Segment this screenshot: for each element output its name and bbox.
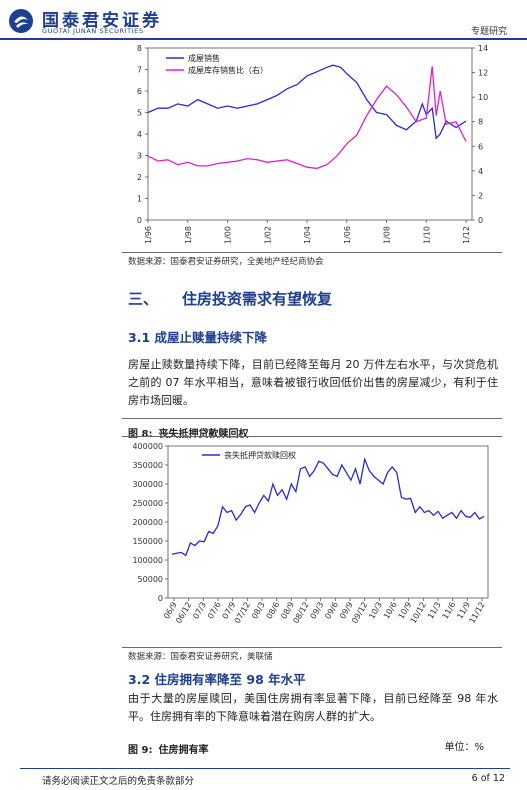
chart2-x-tick-label: 08/6 [265,601,282,621]
page-number: 6 of 12 [471,773,505,784]
chart1-right-tick-label: 8 [478,118,483,127]
footer-disclaimer: 请务必阅读正文之后的免责条款部分 [42,776,195,787]
chart1-x-tick-label: 1/00 [224,226,233,244]
section-3-1-heading: 3.1 成屋止赎量持续下降 [128,327,267,346]
chart1-left-tick-label: 8 [137,44,142,53]
section-3-1-number: 3.1 [128,330,151,345]
section-3-1-title: 成屋止赎量持续下降 [154,330,268,345]
chart1-left-tick-label: 0 [137,216,142,225]
chart1-legend-label: 成屋销售 [188,53,220,63]
chart1-left-tick-label: 7 [137,66,142,75]
chart1-left-tick-label: 5 [137,109,142,118]
chart1-source-note: 数据来源：国泰君安证券研究，全美地产经纪商协会 [128,257,324,267]
chart1-right-tick-label: 6 [478,142,483,151]
figure9-caption: 图 9: 住房拥有率 单位：% [128,738,498,757]
chart2-x-tick-label: 10/6 [382,601,399,621]
chart2-y-tick-label: 250000 [132,499,163,508]
figure8-caption: 图 8: 丧失抵押贷款赎回权 [128,422,248,441]
figure8-title: 丧失抵押贷款赎回权 [158,429,249,440]
chart2-y-tick-label: 0 [158,594,163,603]
chart1-right-tick-label: 0 [478,216,483,225]
footer-divider [20,768,510,769]
logo-chinese-name: 国泰君安证券 [42,11,162,31]
figure9-label: 图 9: [128,745,153,756]
section-3-heading: 三、 住房投资需求有望恢复 [128,288,332,309]
chart2-x-tick-label: 11/6 [441,601,458,621]
section-3-2-body: 由于大量的房屋赎回，美国住房拥有率显著下降，目前已经降至 98 年水平。住房拥有… [128,692,498,723]
chart2-y-tick-label: 100000 [132,556,163,565]
section-3-1-body: 房屋止赎数量持续下降，目前已经降至每月 20 万件左右水平，与次贷危机之前的 0… [128,358,498,407]
chart1-x-tick-label: 1/06 [343,226,352,244]
chart1-x-tick-label: 1/96 [144,226,153,244]
chart1-right-tick-label: 14 [478,44,488,53]
chart1-right-tick-label: 2 [478,191,483,200]
chart1-left-tick-label: 1 [137,195,142,204]
header-divider [0,38,527,40]
figure8-label: 图 8: [128,429,153,440]
chart2-bottom-rule [122,647,502,648]
chart1-left-tick-label: 3 [137,152,142,161]
chart2-y-tick-label: 350000 [132,461,163,470]
chart2-series-foreclosures [171,456,485,557]
figure8-top-rule [122,418,502,419]
logo-english-name: GUOTAI JUNAN SECURITIES [42,27,144,35]
page-header: 国泰君安证券 GUOTAI JUNAN SECURITIES 专题研究 [0,0,527,40]
chart2-x-tick-label: 09/6 [323,601,340,621]
figure9-unit: 单位：% [444,742,484,753]
chart1-left-tick-label: 2 [137,173,142,182]
chart1-left-tick-label: 6 [137,87,142,96]
section-3-2-heading: 3.2 住房拥有率降至 98 年水平 [128,669,306,688]
chart1-x-tick-label: 1/12 [462,226,471,244]
guotai-junan-logo-icon [9,9,33,33]
chart1-x-tick-label: 1/98 [184,226,193,244]
chart2-y-tick-label: 150000 [132,537,163,546]
section-3-number: 三、 [128,290,159,308]
chart1-x-tick-label: 1/04 [303,226,312,244]
chart2-x-tick-label: 08/3 [250,601,267,621]
chart1-legend-label: 成屋库存销售比（右） [188,65,268,75]
chart2-x-tick-label: 10/3 [367,601,384,621]
chart1-right-tick-label: 10 [478,93,488,102]
chart2-legend-label: 丧失抵押贷款赎回权 [224,450,296,460]
chart2-y-tick-label: 300000 [132,480,163,489]
section-3-2-number: 3.2 [128,672,151,687]
chart2-y-tick-label: 200000 [132,518,163,527]
foreclosure-chart: 0 50000 100000 150000 200000 250000 300000 3500… [132,442,489,625]
report-type-label: 专题研究 [470,27,507,37]
chart1-series-home-sales [147,64,467,140]
chart1-x-tick-label: 1/08 [383,226,392,244]
chart1-right-tick-label: 12 [478,69,488,78]
figure8-title-rule [122,436,502,437]
chart1-x-tick-label: 1/02 [263,226,272,244]
chart2-x-tick-label: 07/3 [191,601,208,621]
chart1-bottom-rule [122,252,502,253]
chart1-x-tick-label: 1/10 [422,226,431,244]
chart1-left-tick-label: 4 [137,130,142,139]
figure9-title: 住房拥有率 [158,745,209,756]
chart2-x-tick-label: 07/6 [206,601,223,621]
chart2-x-tick-label: 11/3 [426,601,443,621]
section-3-title: 住房投资需求有望恢复 [182,290,333,308]
chart2-y-tick-label: 400000 [132,442,163,451]
chart1-series-inventory-ratio [147,66,467,170]
chart2-source-note: 数据来源：国泰君安证券研究，美联储 [128,652,273,662]
section-3-2-title: 住房拥有率降至 98 年水平 [154,672,306,687]
chart2-y-tick-label: 50000 [138,575,163,584]
chart2-x-tick-label: 09/3 [309,601,326,621]
chart1-right-tick-label: 4 [478,167,483,176]
